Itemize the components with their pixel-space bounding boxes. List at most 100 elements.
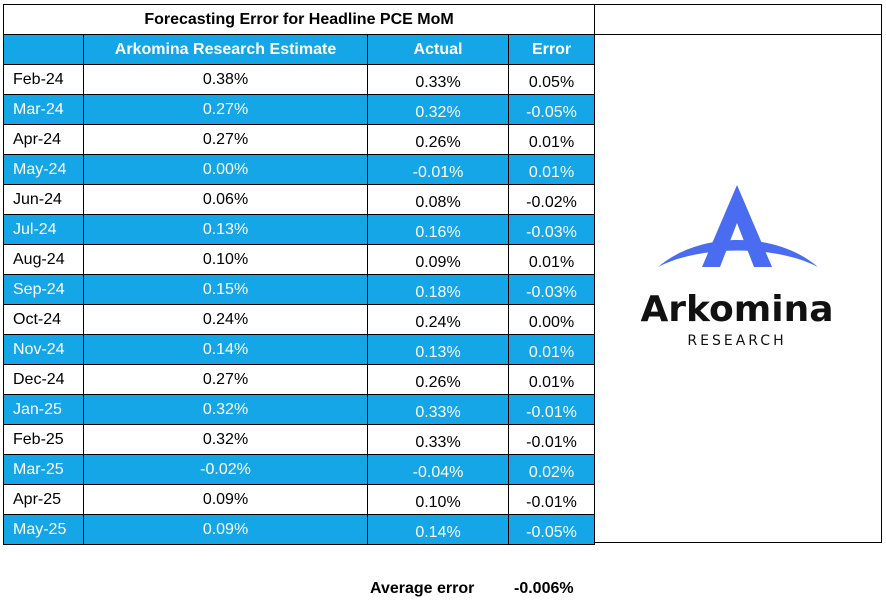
cell-actual-text: 0.33% (415, 403, 461, 421)
cell-month: Apr-25 (3, 484, 84, 515)
cell-actual: 0.26% (367, 364, 509, 395)
cell-actual-text: 0.33% (415, 433, 461, 451)
cell-month: Mar-25 (3, 454, 84, 485)
cell-error-text: 0.01% (528, 163, 575, 181)
cell-estimate: 0.13% (83, 214, 368, 245)
cell-month-text: Jul-24 (13, 220, 57, 238)
cell-estimate-text: -0.02% (200, 460, 251, 478)
cell-actual: 0.13% (367, 334, 509, 365)
cell-error-text: -0.05% (526, 523, 577, 541)
cell-estimate: 0.15% (83, 274, 368, 305)
table-row: Apr-25 0.09% 0.10% -0.01% (3, 484, 596, 515)
cell-estimate-text: 0.10% (202, 250, 249, 268)
cell-estimate-text: 0.32% (202, 400, 249, 418)
cell-estimate: 0.27% (83, 364, 368, 395)
cell-actual: 0.10% (367, 484, 509, 515)
logo-header-cell (594, 5, 882, 35)
cell-error-text: -0.03% (526, 223, 577, 241)
cell-error-text: -0.03% (526, 283, 577, 301)
cell-estimate: 0.24% (83, 304, 368, 335)
cell-estimate: 0.06% (83, 184, 368, 215)
cell-estimate: 0.27% (83, 124, 368, 155)
cell-error-text: 0.02% (528, 463, 575, 481)
cell-actual-text: 0.32% (415, 103, 461, 121)
cell-month-text: May-24 (13, 160, 67, 178)
cell-actual-text: 0.08% (415, 193, 461, 211)
arkomina-logo: Arkomina RESEARCH (640, 185, 834, 349)
cell-error-text: -0.05% (526, 103, 577, 121)
cell-estimate-text: 0.09% (202, 520, 249, 538)
cell-month-text: Feb-24 (13, 70, 64, 88)
cell-actual: 0.32% (367, 94, 509, 125)
cell-estimate-text: 0.13% (202, 220, 249, 238)
table-row: May-24 0.00% -0.01% 0.01% (3, 154, 596, 185)
table-row: Oct-24 0.24% 0.24% 0.00% (3, 304, 596, 335)
cell-error-text: -0.01% (526, 403, 577, 421)
cell-actual: 0.24% (367, 304, 509, 335)
table-title: Forecasting Error for Headline PCE MoM (2, 4, 596, 35)
average-error-summary: Average error -0.006% (340, 580, 640, 604)
cell-estimate: 0.09% (83, 514, 368, 545)
cell-estimate-text: 0.06% (202, 190, 249, 208)
cell-error: 0.01% (507, 364, 596, 395)
forecast-error-table: Forecasting Error for Headline PCE MoM A… (2, 4, 596, 545)
cell-month: May-24 (3, 154, 84, 185)
table-row: Dec-24 0.27% 0.26% 0.01% (3, 364, 596, 395)
cell-error: -0.03% (507, 274, 596, 305)
logo-panel: Arkomina RESEARCH (594, 4, 882, 543)
cell-month: Jul-24 (3, 214, 84, 245)
cell-actual: -0.01% (367, 154, 509, 185)
cell-error: 0.02% (507, 454, 596, 485)
cell-month: Nov-24 (3, 334, 84, 365)
cell-month-text: Mar-24 (13, 100, 64, 118)
cell-error-text: 0.05% (528, 73, 575, 91)
cell-month: Sep-24 (3, 274, 84, 305)
header-error: Error (507, 34, 596, 65)
cell-actual-text: -0.01% (412, 163, 464, 181)
cell-actual-text: 0.33% (415, 73, 461, 91)
cell-month-text: Oct-24 (13, 310, 62, 328)
cell-estimate: 0.10% (83, 244, 368, 275)
cell-error-text: 0.01% (528, 133, 575, 151)
cell-month-text: Dec-24 (13, 370, 65, 388)
table-row: Feb-25 0.32% 0.33% -0.01% (3, 424, 596, 455)
cell-month: Aug-24 (3, 244, 84, 275)
cell-month: Feb-25 (3, 424, 84, 455)
cell-month: Dec-24 (3, 364, 84, 395)
cell-estimate-text: 0.14% (202, 340, 249, 358)
cell-error: -0.05% (507, 94, 596, 125)
header-actual: Actual (367, 34, 509, 65)
cell-actual-text: 0.26% (415, 373, 461, 391)
cell-estimate-text: 0.27% (202, 100, 249, 118)
table-row: Jun-24 0.06% 0.08% -0.02% (3, 184, 596, 215)
cell-actual-text: 0.10% (415, 493, 461, 511)
cell-estimate-text: 0.27% (202, 370, 249, 388)
table-row: May-25 0.09% 0.14% -0.05% (3, 514, 596, 545)
header-estimate: Arkomina Research Estimate (83, 34, 368, 65)
cell-error-text: -0.02% (526, 193, 577, 211)
cell-error: -0.05% (507, 514, 596, 545)
table-row: Sep-24 0.15% 0.18% -0.03% (3, 274, 596, 305)
cell-error: 0.01% (507, 154, 596, 185)
cell-error-text: 0.01% (528, 343, 575, 361)
cell-actual-text: 0.13% (415, 343, 461, 361)
logo-wordmark: Arkomina (640, 289, 833, 330)
cell-actual-text: 0.24% (415, 313, 461, 331)
cell-estimate: -0.02% (83, 454, 368, 485)
cell-error-text: -0.01% (526, 433, 577, 451)
cell-actual-text: 0.09% (415, 253, 461, 271)
cell-estimate: 0.14% (83, 334, 368, 365)
table-row: Apr-24 0.27% 0.26% 0.01% (3, 124, 596, 155)
cell-month-text: May-25 (13, 520, 67, 538)
cell-estimate-text: 0.27% (202, 130, 249, 148)
cell-actual-text: 0.14% (415, 523, 461, 541)
cell-actual-text: 0.16% (415, 223, 461, 241)
cell-error: 0.01% (507, 334, 596, 365)
table-row: Mar-24 0.27% 0.32% -0.05% (3, 94, 596, 125)
cell-month-text: Feb-25 (13, 430, 64, 448)
cell-error: 0.00% (507, 304, 596, 335)
cell-error: -0.01% (507, 394, 596, 425)
cell-estimate-text: 0.15% (202, 280, 249, 298)
table-row: Nov-24 0.14% 0.13% 0.01% (3, 334, 596, 365)
header-month (3, 34, 84, 65)
